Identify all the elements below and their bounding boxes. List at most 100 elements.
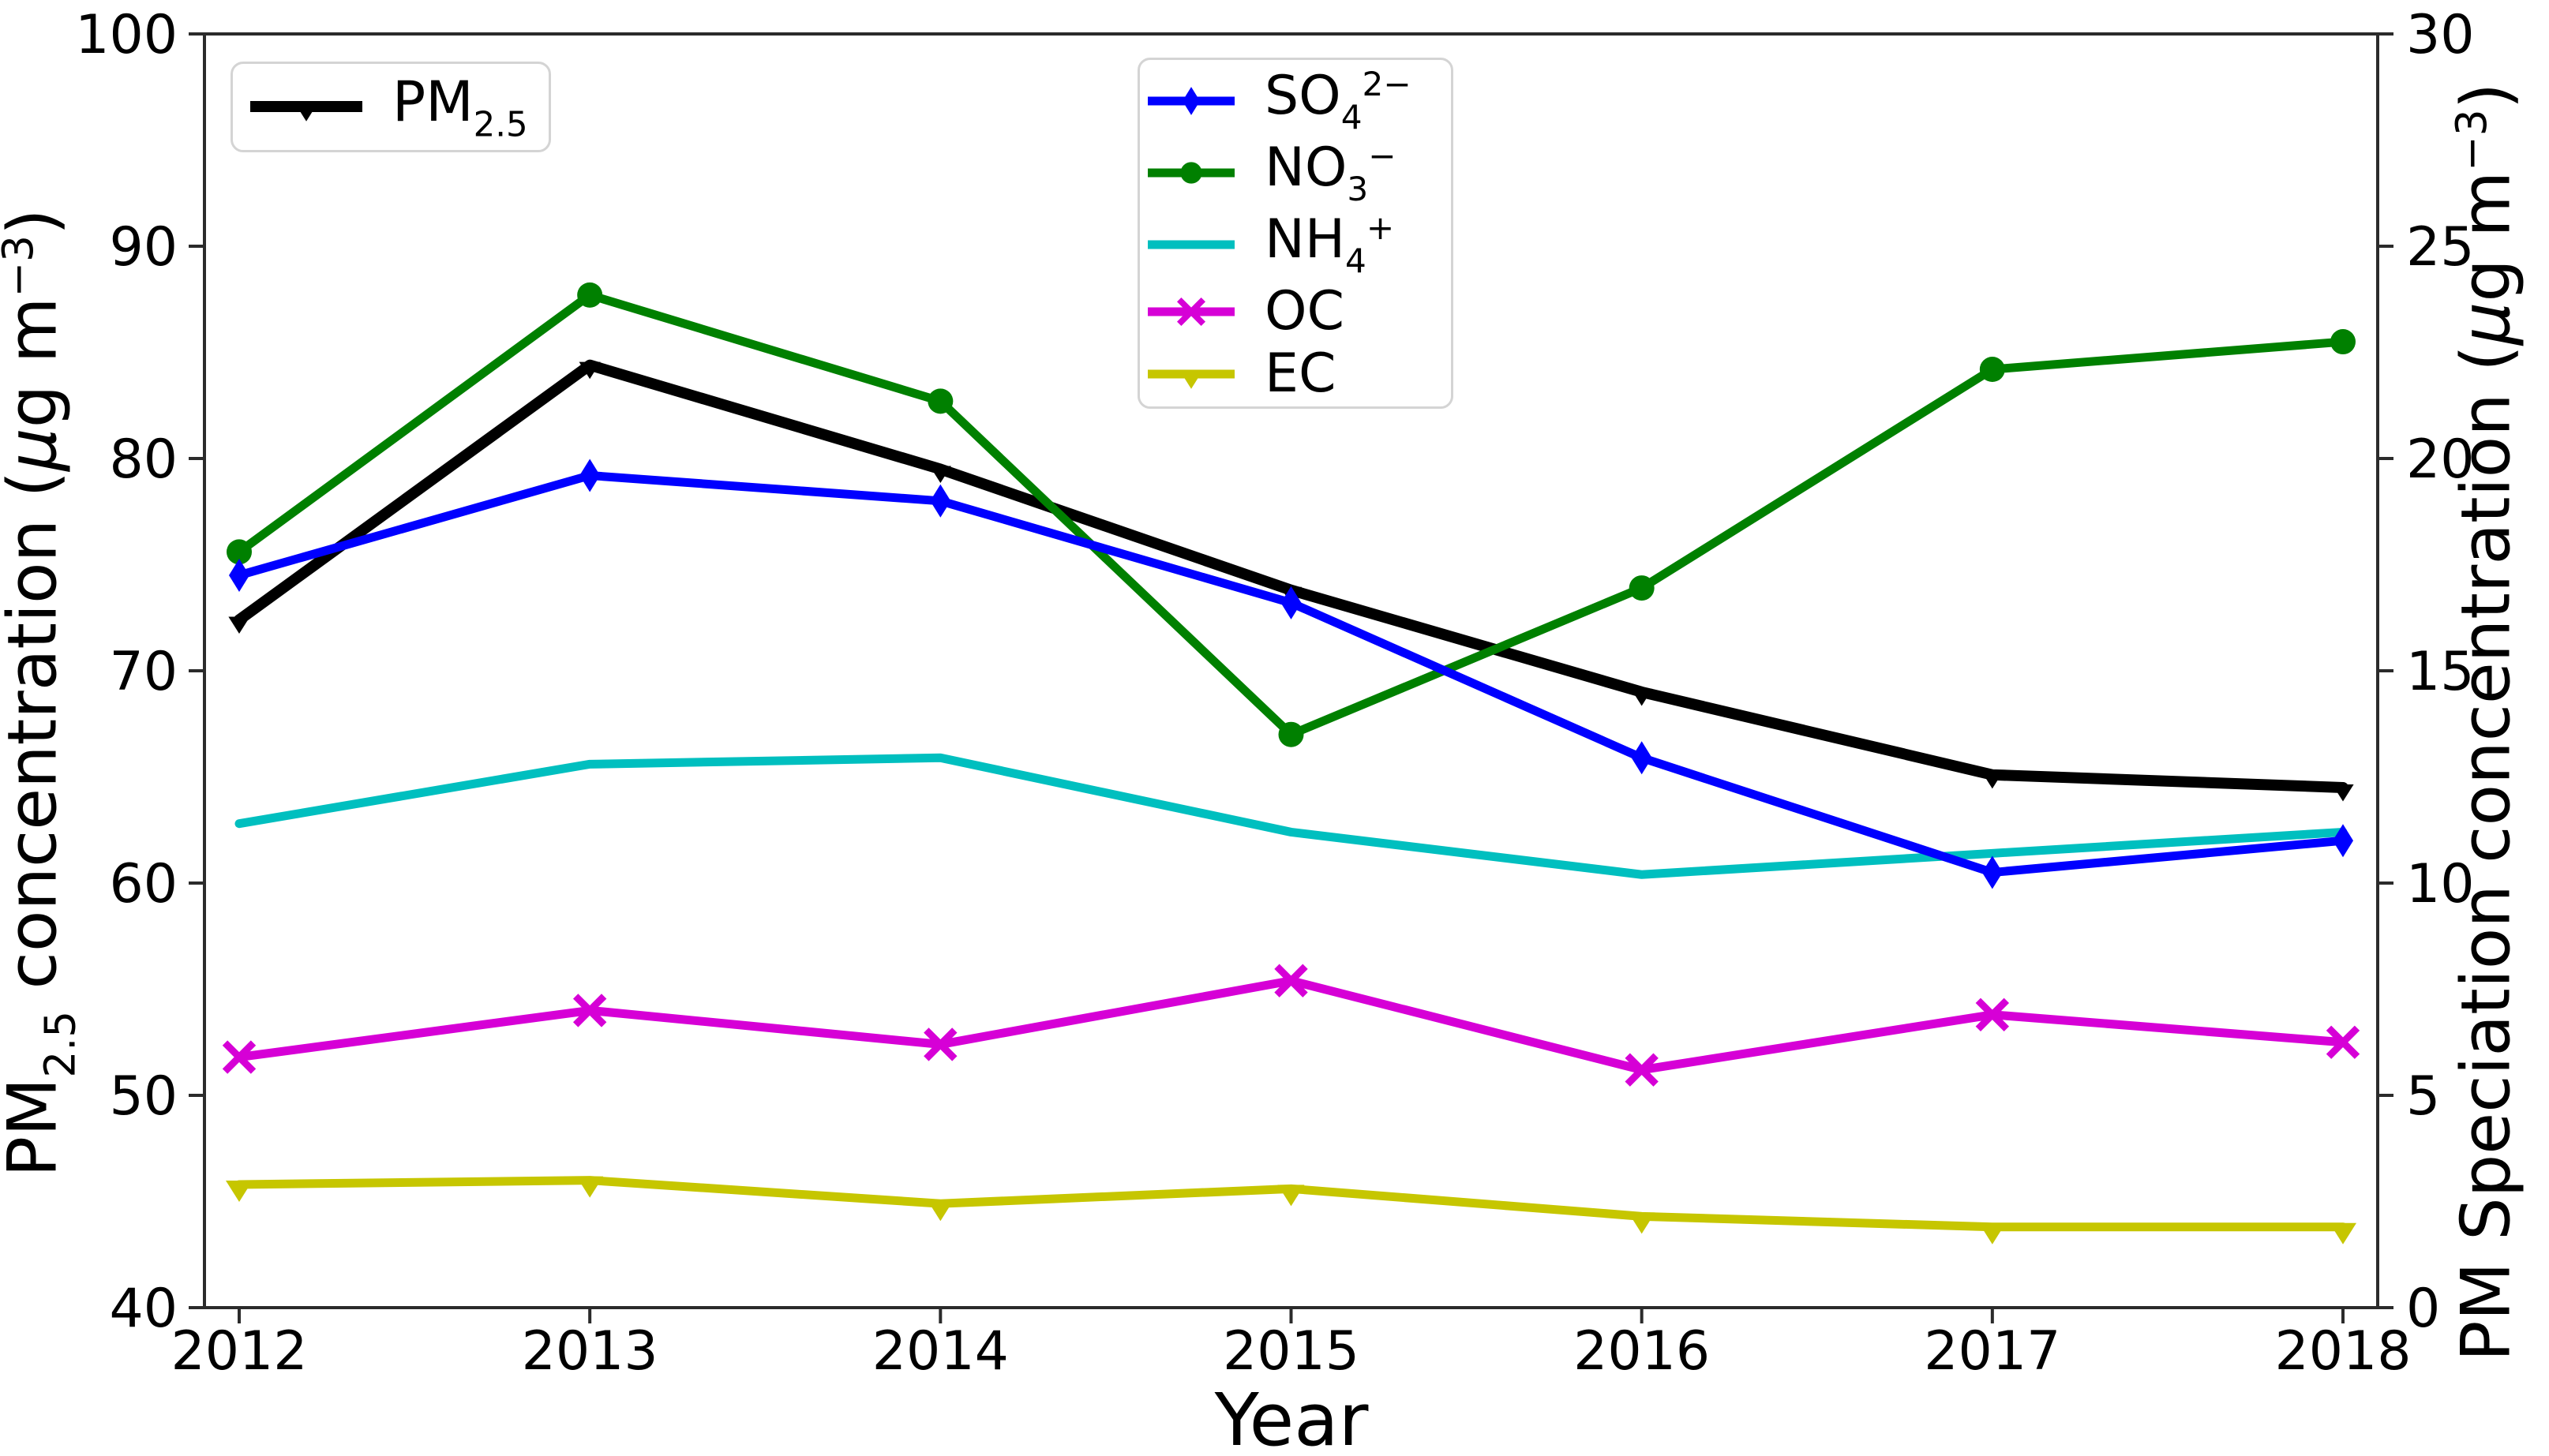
marker-tri-down (1981, 771, 2004, 789)
label-part: NO (1265, 137, 1348, 200)
legend-label-PM2.5: PM2.5 (392, 69, 528, 145)
label-part: ) (0, 208, 73, 235)
x-tick-label: 2013 (522, 1320, 658, 1383)
right-tick-label: 5 (2406, 1065, 2440, 1128)
marker-diamond (1631, 741, 1652, 775)
marker-tri-down (929, 466, 951, 484)
legend-item-NH4^+: NH4+ (1145, 208, 1443, 280)
legend-sample-PM2.5 (250, 101, 362, 122)
left-tick-label: 80 (109, 429, 178, 491)
marker-circle (1278, 721, 1304, 747)
marker-circle (1979, 357, 2005, 383)
label-part: 4 (1340, 98, 1363, 137)
marker-circle (577, 282, 603, 308)
label-part: g m (2446, 170, 2526, 302)
marker-tri-down (1978, 1222, 2006, 1245)
marker-x (222, 1040, 257, 1074)
marker-circle (2330, 329, 2356, 355)
marker-x (1176, 297, 1206, 326)
marker-tri-down (226, 1180, 253, 1202)
marker-circle (1180, 162, 1202, 184)
x-tick-label: 2018 (2274, 1320, 2411, 1383)
marker-x (572, 994, 607, 1027)
marker-x (1625, 1053, 1659, 1087)
marker-x (2326, 1025, 2360, 1059)
marker-tri-down (1179, 370, 1203, 389)
left-tick-label: 70 (109, 641, 178, 703)
left-axis-title: PM2.5 concentration (μg m−3) (0, 0, 90, 1403)
legend-item-PM2.5: PM2.5 (247, 69, 541, 145)
right-tick-label: 15 (2406, 641, 2475, 703)
label-part: 4 (1345, 241, 1366, 281)
right-tick-label: 25 (2406, 216, 2475, 279)
legend-item-SO4^2-: SO42− (1145, 65, 1443, 137)
label-part: −3 (2447, 109, 2496, 171)
legend-label-OC: OC (1265, 280, 1344, 342)
x-axis-title: Year (1214, 1378, 1369, 1456)
marker-diamond (1981, 855, 2003, 889)
label-part: 2.5 (36, 1010, 85, 1078)
label-part: EC (1265, 342, 1336, 406)
marker-circle (227, 539, 252, 565)
marker-tri-down (927, 1200, 954, 1222)
legend-item-OC: OC (1145, 280, 1443, 342)
label-part: SO (1265, 65, 1341, 128)
marker-tri-down (1277, 1185, 1305, 1207)
marker-tri-down (579, 361, 601, 380)
legend-label-NO3^-: NO3− (1265, 137, 1396, 208)
marker-diamond (930, 484, 951, 518)
legend-sample-SO4^2- (1148, 86, 1235, 115)
right-tick-label: 30 (2406, 4, 2475, 66)
marker-x (1975, 997, 2010, 1031)
marker-tri-down (576, 1176, 604, 1198)
x-tick-label: 2012 (171, 1320, 307, 1383)
left-tick-label: 90 (109, 216, 178, 279)
marker-tri-down (1631, 688, 1653, 706)
marker-tri-down (294, 103, 318, 122)
x-tick-label: 2017 (1924, 1320, 2060, 1383)
label-part: ) (2446, 82, 2526, 110)
legend-sample-NH4^+ (1148, 240, 1235, 249)
left-tick-label: 40 (109, 1278, 178, 1340)
legend-sample-NO3^- (1148, 162, 1235, 184)
right-tick-label: 10 (2406, 853, 2475, 915)
legend-label-EC: EC (1265, 342, 1336, 405)
right-tick-label: 0 (2406, 1278, 2440, 1340)
legend-species: SO42− NO3− NH4+ OC EC (1138, 58, 1453, 409)
label-part: NH (1265, 208, 1345, 271)
legend-pm25: PM2.5 (231, 62, 551, 152)
legend-sample-EC (1148, 369, 1235, 389)
legend-item-NO3^-: NO3− (1145, 137, 1443, 208)
legend-item-EC: EC (1145, 342, 1443, 405)
marker-tri-down (2330, 1222, 2356, 1245)
label-part: 2− (1362, 65, 1411, 103)
marker-x (924, 1027, 958, 1061)
label-part: −3 (0, 234, 43, 298)
marker-diamond (579, 459, 601, 492)
series-line-SO4^2- (234, 471, 2348, 878)
label-part: μ (2446, 301, 2526, 346)
right-tick-label: 20 (2406, 429, 2475, 491)
x-tick-label: 2016 (1573, 1320, 1710, 1383)
left-tick-label: 100 (75, 4, 178, 66)
legend-label-NH4^+: NH4+ (1265, 208, 1394, 280)
label-part: g m (0, 297, 73, 429)
left-tick-label: 50 (109, 1065, 178, 1128)
marker-diamond (2333, 824, 2353, 858)
label-part: 3 (1347, 170, 1369, 209)
marker-tri-down (2332, 784, 2354, 802)
left-tick-label: 60 (109, 853, 178, 915)
legend-label-SO4^2-: SO42− (1265, 65, 1411, 137)
marker-circle (928, 388, 954, 414)
marker-tri-down (228, 616, 250, 634)
marker-diamond (1182, 86, 1201, 115)
x-tick-label: 2015 (1223, 1320, 1359, 1383)
marker-diamond (1280, 586, 1302, 619)
label-part: PM (392, 69, 474, 134)
label-part: μ (0, 428, 73, 471)
marker-diamond (229, 558, 249, 592)
series-line-NH4^+ (234, 753, 2348, 879)
marker-tri-down (1628, 1212, 1655, 1234)
